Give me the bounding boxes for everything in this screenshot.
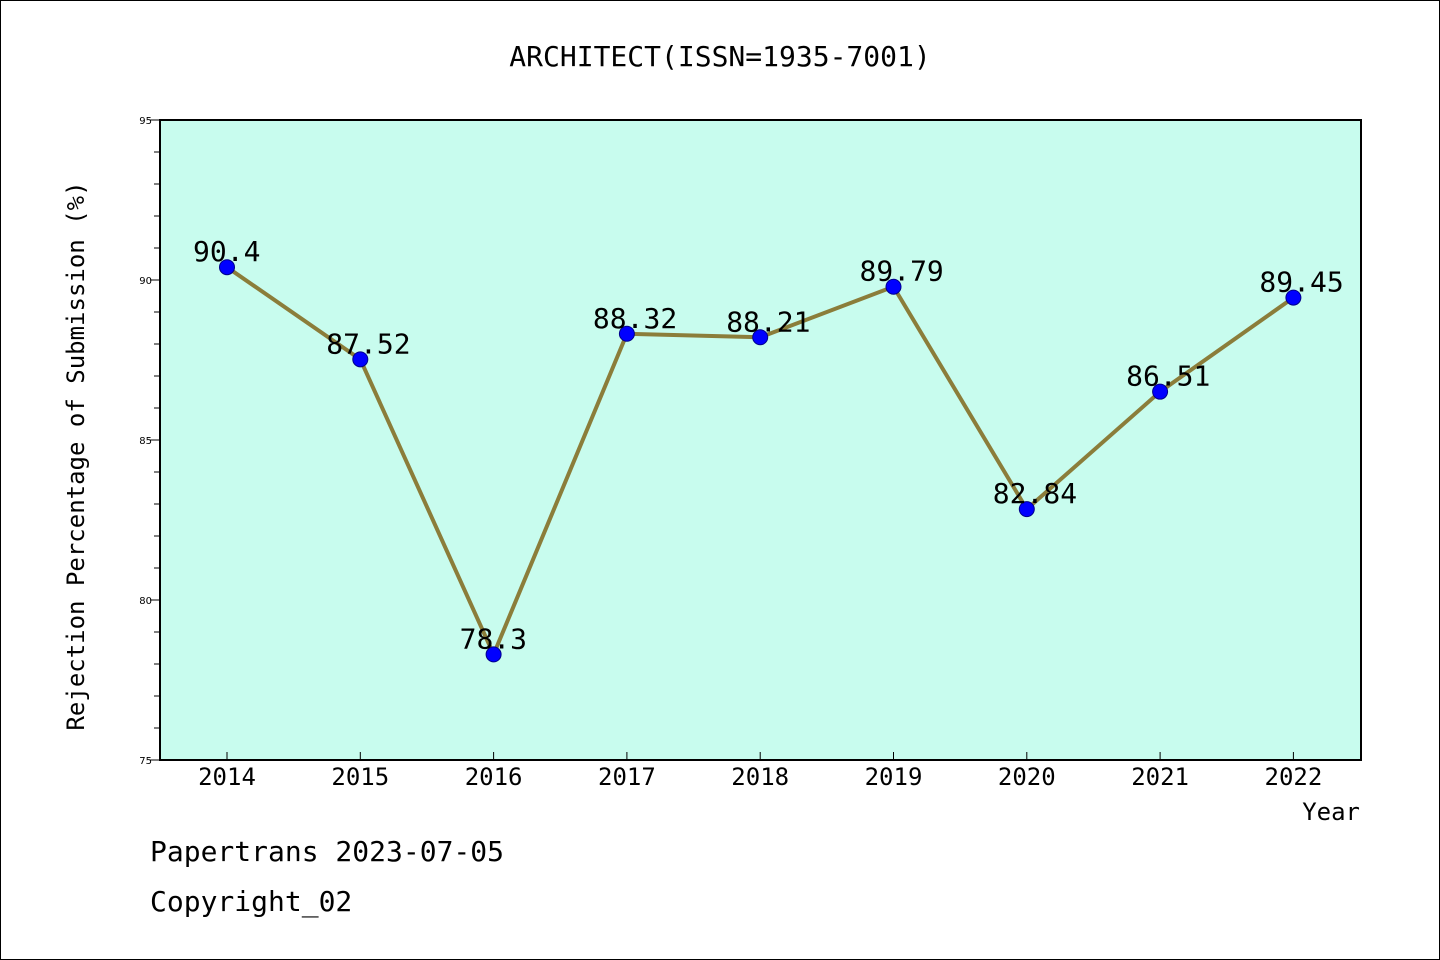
chart-title: ARCHITECT(ISSN=1935-7001) bbox=[509, 40, 930, 73]
x-tick-label: 2018 bbox=[731, 763, 789, 791]
y-tick-label: 85 bbox=[139, 436, 152, 447]
data-point bbox=[885, 278, 902, 295]
data-label-layer: 90.4 87.52 78.3 88.32 88.21 89.79 82.84 86.51 89… bbox=[193, 235, 1344, 655]
x-tick-label: 2022 bbox=[1265, 763, 1323, 791]
y-tick-label: 80 bbox=[139, 596, 152, 607]
data-point bbox=[352, 351, 369, 368]
y-tick-label: 95 bbox=[139, 116, 152, 127]
x-axis: 2014 2015 2016 2017 2018 2019 2020 2021 2022 bbox=[198, 752, 1322, 791]
y-tick-label: 90 bbox=[139, 276, 152, 287]
data-point bbox=[1285, 289, 1302, 306]
data-label: 89.45 bbox=[1259, 266, 1343, 299]
data-point bbox=[485, 646, 502, 663]
data-label: 82.84 bbox=[993, 477, 1077, 510]
x-tick-label: 2015 bbox=[331, 763, 389, 791]
x-tick-label: 2014 bbox=[198, 763, 256, 791]
x-tick-label: 2017 bbox=[598, 763, 656, 791]
y-axis-label: Rejection Percentage of Submission (%) bbox=[62, 181, 90, 730]
x-tick-label: 2021 bbox=[1131, 763, 1189, 791]
y-tick-label: 75 bbox=[139, 756, 152, 767]
data-label: 90.4 bbox=[193, 235, 260, 268]
x-axis-label: Year bbox=[1302, 798, 1360, 826]
data-label: 86.51 bbox=[1126, 360, 1210, 393]
data-label: 87.52 bbox=[326, 327, 410, 360]
data-label: 88.32 bbox=[593, 302, 677, 335]
data-point bbox=[1152, 383, 1169, 400]
x-tick-label: 2020 bbox=[998, 763, 1056, 791]
data-point bbox=[1018, 501, 1035, 518]
data-label: 88.21 bbox=[726, 305, 810, 338]
x-tick-label: 2016 bbox=[465, 763, 523, 791]
data-label: 78.3 bbox=[460, 622, 527, 655]
x-tick-label: 2019 bbox=[865, 763, 923, 791]
series-layer bbox=[219, 259, 1302, 663]
footer-copyright: Copyright_02 bbox=[150, 885, 353, 918]
plot-area bbox=[159, 119, 1362, 761]
data-point bbox=[219, 259, 235, 276]
data-point bbox=[618, 325, 635, 342]
footer-credit: Papertrans 2023-07-05 bbox=[150, 835, 505, 868]
data-label: 89.79 bbox=[860, 255, 944, 288]
data-point bbox=[752, 329, 769, 346]
y-axis: 75 80 85 90 95 bbox=[139, 116, 160, 767]
